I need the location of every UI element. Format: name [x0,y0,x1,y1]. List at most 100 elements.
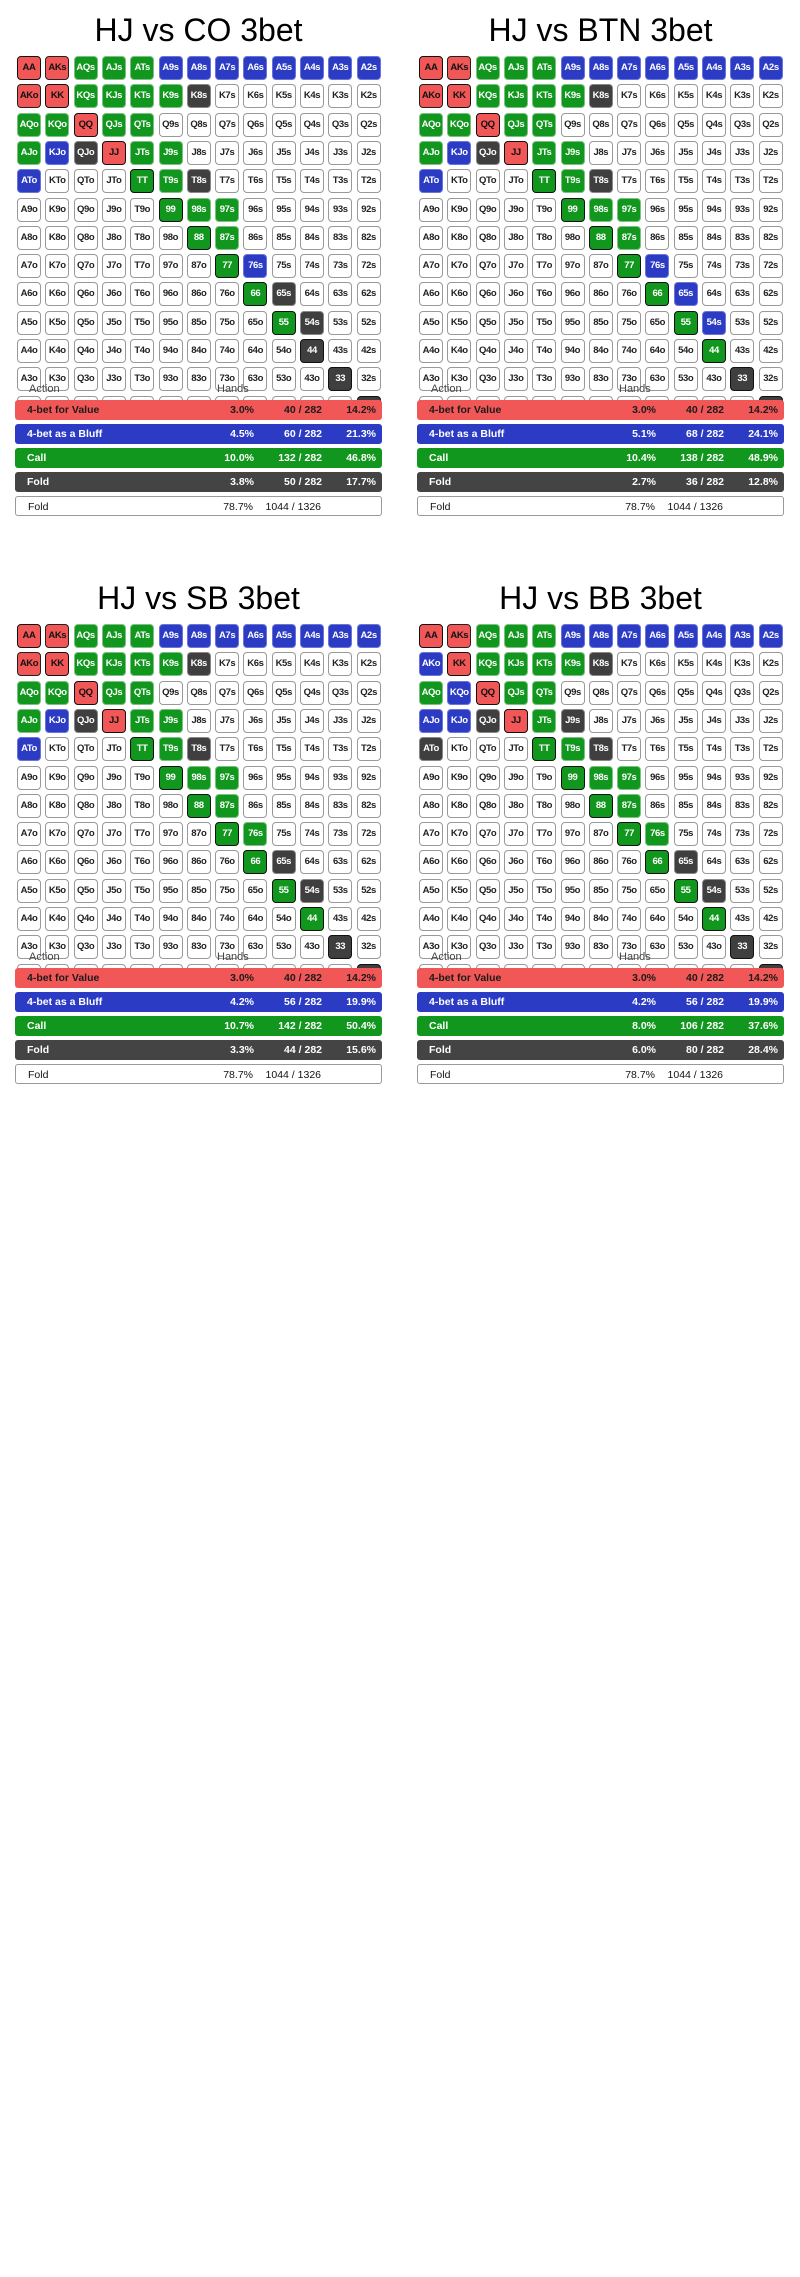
hand-cell-K7s: K7s [215,84,240,109]
hand-cell-A6s: A6s [645,56,670,80]
hand-cell-A5o: A5o [419,310,443,335]
hand-cell-J3s: J3s [730,708,755,733]
hand-cell-AQo: AQo [419,112,443,137]
hand-cell-K3o: K3o [45,367,70,392]
hand-cell-T9o: T9o [130,765,155,790]
hand-cell-AQs: AQs [475,624,500,648]
hand-cell-A9s: A9s [560,624,585,648]
hand-cell-77: 77 [617,254,642,279]
hand-cell-JTs: JTs [130,708,155,733]
hand-cell-A2s: A2s [356,624,381,648]
hand-cell-54s: 54s [702,310,726,335]
hand-cell-98s: 98s [588,765,613,790]
hand-cell-J7o: J7o [101,822,126,847]
hand-cell-AJo: AJo [17,708,41,733]
hand-cell-KTs: KTs [130,84,155,109]
hand-cell-K9o: K9o [45,765,70,790]
hand-cell-84s: 84s [702,793,726,818]
hand-cell-54s: 54s [300,310,324,335]
hand-cell-Q9s: Q9s [158,112,183,137]
hand-cell-QJo: QJo [73,140,98,165]
hand-cell-55: 55 [673,878,698,903]
hand-cell-K2s: K2s [758,652,783,677]
hand-cell-K9s: K9s [560,84,585,109]
hand-cell-T5s: T5s [673,737,698,762]
hand-cell-K4s: K4s [702,652,726,677]
call-share: 50.4% [346,1020,376,1032]
hand-cell-73o: 73o [215,935,240,960]
hand-cell-JJ: JJ [503,708,528,733]
hand-cell-K3s: K3s [328,84,353,109]
hand-cell-33: 33 [328,367,353,392]
hand-cell-T3s: T3s [730,737,755,762]
hand-cell-KTs: KTs [532,84,557,109]
hand-cell-K3s: K3s [328,652,353,677]
hand-cell-53s: 53s [730,878,755,903]
hand-cell-K2s: K2s [758,84,783,109]
hand-cell-63o: 63o [645,367,670,392]
hand-cell-63s: 63s [730,282,755,307]
hand-cell-98o: 98o [560,225,585,250]
hand-cell-85s: 85s [271,225,296,250]
hand-cell-Q4s: Q4s [702,112,726,137]
hand-cell-T4s: T4s [702,169,726,194]
hand-cell-Q5s: Q5s [271,680,296,705]
hand-cell-AJs: AJs [101,624,126,648]
chart-title: HJ vs SB 3bet [97,580,300,616]
hand-cell-T9s: T9s [560,737,585,762]
action-header: Action [431,951,462,963]
hand-cell-QJs: QJs [503,680,528,705]
hand-cell-AQo: AQo [419,680,443,705]
hand-cell-T3o: T3o [130,367,155,392]
hand-cell-J6o: J6o [101,282,126,307]
call-bar: Call 8.0% 106 / 282 37.6% [417,1016,784,1036]
hand-cell-A5o: A5o [17,310,41,335]
hand-cell-Q8s: Q8s [588,680,613,705]
hand-cell-Q6o: Q6o [73,282,98,307]
hand-cell-83s: 83s [328,793,353,818]
hand-cell-J4o: J4o [101,907,126,931]
hand-cell-J9s: J9s [158,140,183,165]
hand-cell-A2s: A2s [356,56,381,80]
hand-cell-Q9s: Q9s [560,680,585,705]
hand-cell-55: 55 [271,878,296,903]
hand-cell-A9o: A9o [17,765,41,790]
hand-cell-J6o: J6o [503,850,528,875]
hand-cell-87o: 87o [186,822,211,847]
total-fold-label: Fold [28,1069,49,1081]
hand-cell-63o: 63o [243,935,268,960]
hand-cell-K7o: K7o [45,822,70,847]
hand-cell-53o: 53o [673,367,698,392]
hand-cell-Q9o: Q9o [73,765,98,790]
hand-cell-65o: 65o [243,878,268,903]
call-bar: Call 10.7% 142 / 282 50.4% [15,1016,382,1036]
hand-cell-52s: 52s [356,878,381,903]
hand-cell-K8s: K8s [588,652,613,677]
hand-cell-Q3o: Q3o [475,367,500,392]
hand-cell-J4s: J4s [702,708,726,733]
hand-cell-73s: 73s [730,254,755,279]
total-fold-bar: Fold 78.7% 1044 / 1326 [15,496,382,516]
hand-cell-A4s: A4s [702,624,726,648]
hand-cell-K8s: K8s [186,652,211,677]
hand-cell-J4o: J4o [101,339,126,363]
hand-cell-74s: 74s [702,254,726,279]
hand-cell-T5s: T5s [673,169,698,194]
hand-cell-QJs: QJs [503,112,528,137]
hand-cell-84o: 84o [186,907,211,931]
hand-cell-J6s: J6s [243,140,268,165]
hand-cell-KJs: KJs [503,84,528,109]
hand-cell-A9s: A9s [158,624,183,648]
hand-cell-64s: 64s [702,282,726,307]
hand-cell-K9s: K9s [158,84,183,109]
hand-cell-Q3o: Q3o [475,935,500,960]
hand-cell-83s: 83s [730,793,755,818]
hand-cell-ATo: ATo [419,169,443,194]
hand-cell-92s: 92s [758,197,783,222]
hand-cell-K3s: K3s [730,652,755,677]
hand-cell-87o: 87o [186,254,211,279]
hand-cell-ATo: ATo [419,737,443,762]
hands-header: Hands [217,951,249,963]
hand-cell-KQo: KQo [45,680,70,705]
hand-cell-QJs: QJs [101,680,126,705]
